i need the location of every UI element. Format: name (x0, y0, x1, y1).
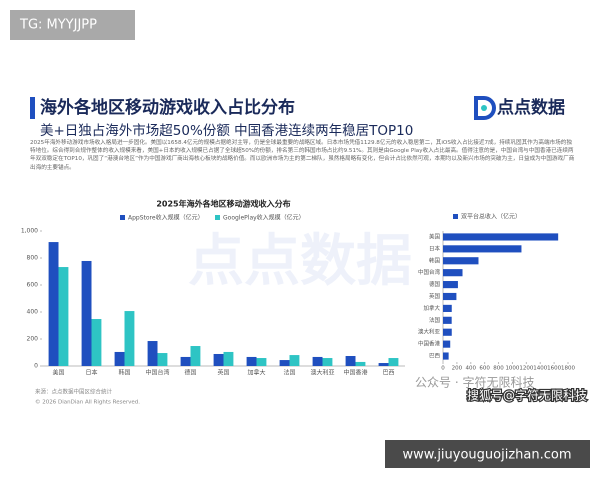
bar (223, 351, 234, 366)
bar (443, 245, 522, 253)
bar (443, 233, 559, 241)
x-tick-label: 400 (466, 366, 477, 372)
bar (443, 316, 452, 324)
bar (190, 346, 201, 366)
watermark: 搜狐号@字符无限科技 (467, 388, 587, 403)
y-tick-label: 法国 (429, 316, 441, 324)
bar (180, 356, 191, 366)
y-tick-label: 德国 (429, 280, 441, 288)
y-tick-label: 加拿大 (423, 304, 440, 312)
x-tick-label: 中国香港 (343, 369, 367, 377)
brand-logo (474, 96, 496, 120)
bar (345, 356, 356, 366)
title: 海外各地区移动游戏收入占比分布 (40, 97, 295, 118)
x-tick-label: 英国 (217, 369, 229, 377)
x-tick-label: 澳大利亚 (310, 369, 334, 377)
x-tick-label: 韩国 (118, 369, 130, 377)
x-tick-label: 法国 (283, 369, 295, 377)
y-tick-label: 日本 (429, 244, 441, 252)
y-tick-label: 1,000 (21, 228, 38, 235)
bar (443, 281, 458, 289)
y-tick-label: 200 (27, 336, 39, 343)
x-tick-label: 加拿大 (247, 369, 265, 377)
badge: TG: MYYJJPP (19, 18, 97, 33)
url-box (385, 440, 590, 468)
x-tick-label: 中国台湾 (145, 369, 169, 377)
bar (213, 353, 224, 366)
x-tick-label: 1400 (533, 366, 547, 372)
bar (289, 355, 300, 366)
bar (443, 352, 449, 360)
y-tick-label: 中国香港 (418, 340, 441, 348)
bar (378, 363, 389, 366)
legend-swatch (453, 214, 458, 219)
bar (124, 311, 135, 366)
bar (114, 351, 125, 366)
y-tick-label: 巴西 (429, 353, 441, 360)
x-tick-label: 日本 (85, 369, 97, 377)
body-box: 2025年海外移动游戏市场收入格局进一步固化。美国以1658.4亿元的规模占据绝… (30, 140, 575, 171)
y-tick-label: 0 (34, 363, 38, 370)
x-tick-label: 1800 (561, 366, 575, 372)
url: www.jiuyouguojizhan.com (402, 448, 571, 463)
x-tick-label: 1200 (519, 366, 533, 372)
watermark: 公众号 · 字符无限科技 (415, 375, 534, 390)
bar (443, 340, 451, 348)
bar (157, 353, 168, 366)
title-accent (30, 97, 35, 119)
bar (279, 360, 290, 366)
bar (256, 358, 267, 366)
y-tick-label: 600 (27, 282, 39, 289)
chart-title: 2025年海外各地区移动游戏收入分布 (156, 199, 290, 209)
badge-box (10, 10, 135, 40)
y-tick-label: 韩国 (429, 256, 441, 264)
charts: 2025年海外各地区移动游戏收入分布02004006008001,000AppS… (21, 199, 576, 377)
bar (443, 292, 457, 301)
y-tick-label: 中国台湾 (418, 268, 441, 276)
subtitle: 美+日独占海外市场超50%份额 中国香港连续两年稳居TOP10 (40, 122, 413, 139)
bar (322, 358, 333, 366)
y-tick-label: 澳大利亚 (418, 328, 441, 336)
bar (58, 267, 69, 366)
y-tick-label: 400 (27, 309, 39, 316)
x-tick-label: 600 (479, 366, 490, 372)
bar (388, 358, 399, 366)
bar (443, 304, 452, 312)
x-tick-label: 800 (493, 366, 504, 372)
bar (443, 257, 479, 265)
bar (355, 361, 366, 366)
y-tick-label: 英国 (429, 292, 441, 300)
bar (246, 356, 257, 366)
y-tick-label: 800 (27, 255, 39, 262)
legend-swatch (215, 215, 220, 220)
body: 2025年海外移动游戏市场收入格局进一步固化。美国以1658.4亿元的规模占据绝… (30, 140, 575, 171)
y-tick-label: 美国 (429, 232, 441, 240)
bar (312, 356, 323, 366)
copyright: © 2026 DianDian All Rights Reserved. (35, 399, 140, 406)
source: 来源：点点数据中国区综合统计 (35, 388, 113, 396)
x-tick-label: 200 (452, 366, 463, 372)
legend-label: AppStore收入规模（亿元） (128, 214, 204, 222)
x-tick-label: 1600 (547, 366, 561, 372)
watermark: 点点数据 (188, 229, 412, 294)
x-tick-label: 德国 (184, 369, 196, 377)
legend-label: GooglePlay收入规模（亿元） (223, 214, 305, 222)
bar (443, 269, 463, 277)
chart-title: 双平台总收入（亿元） (461, 213, 521, 221)
x-tick-label: 美国 (52, 369, 64, 377)
x-tick-label: 0 (441, 366, 445, 372)
bar (91, 319, 102, 366)
bar (147, 341, 158, 366)
brand: 点点数据 (497, 97, 565, 118)
bar (443, 328, 452, 336)
x-tick-label: 巴西 (382, 370, 394, 377)
bar (81, 260, 92, 366)
x-tick-label: 1000 (505, 366, 519, 372)
legend-swatch (120, 215, 125, 220)
bar (48, 242, 59, 366)
